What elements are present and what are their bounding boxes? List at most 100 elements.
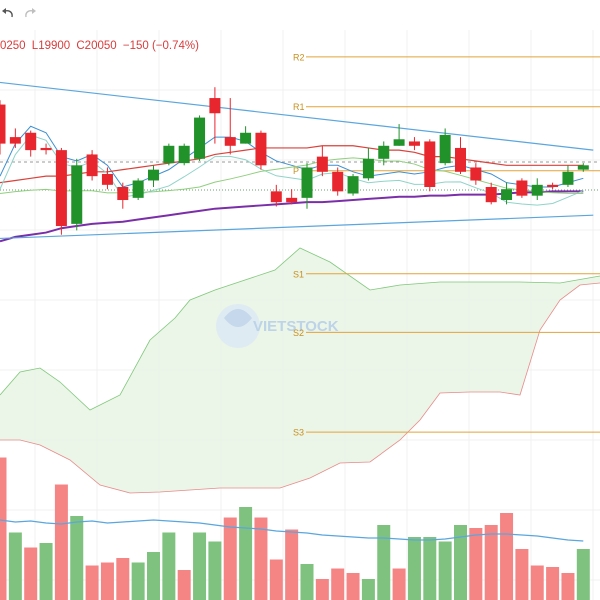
volume-bar [377,525,391,600]
candle-body [547,184,559,187]
volume-bar [331,568,345,600]
undo-icon[interactable] [0,6,16,22]
volume-bar [223,517,237,600]
volume-bar [576,549,590,600]
volume-bar [8,532,22,600]
trendline-upper [0,81,594,151]
candle-body [455,147,466,172]
volume-bar [285,529,299,600]
volume-bar [208,541,222,600]
candle-body [209,98,221,114]
volume-bar [131,562,145,600]
volume-bar [116,558,130,600]
cloud-fill [0,248,600,493]
volume-bar [438,541,452,600]
volume-bar [392,568,406,600]
ohlc-legend: 0250 L19900 C20050 −150 (−0.74%) [0,40,199,52]
candle-body [393,139,405,146]
watermark-logo-mark [224,309,252,327]
candle-body [101,173,113,185]
volume-bar [85,565,99,600]
candle-body [378,145,390,159]
pivot-label-r1: R1 [293,102,305,112]
pivot-lines: R2 R1 P S1 S2 S3 [0,52,600,438]
volume-bar [315,579,329,600]
candle-body [424,141,436,187]
candle-body [439,134,451,164]
pivot-label-s1: S1 [293,269,304,279]
candle-body [501,189,513,201]
candle-body [408,141,420,146]
legend-high: 0250 [0,40,26,52]
volume-bar [254,517,268,600]
toolbar [0,2,60,28]
candle-body [55,150,67,227]
cloud-line-green [0,247,600,411]
candle-body [470,167,482,181]
candle-body [9,137,21,144]
candles [0,87,589,235]
volume-bar [24,547,38,600]
volume-bar [361,579,375,600]
candle-body [148,169,159,181]
candle-body [86,154,98,177]
candle-body [270,191,282,203]
candle-body [25,132,37,151]
vietstock-watermark: VIETSTOCK [216,304,339,348]
volume-bar [162,532,176,600]
volume-bar [239,507,253,600]
candle-body [224,137,236,146]
pivot-label-s2: S2 [293,328,304,338]
volume-bar [269,559,283,600]
volume-average-line [0,519,584,542]
volume-bar [70,516,84,600]
volume-bar [469,528,483,600]
legend-change: −150 (−0.74%) [122,40,199,52]
candle-body [301,167,313,198]
candle-body [347,176,359,194]
candle-body [485,187,497,203]
candle-body [332,171,344,192]
candle-body [194,117,206,159]
volume-bar [346,573,360,600]
candle-body [132,180,144,198]
candle-body [255,132,267,166]
candle-body [163,145,175,164]
candle-body [577,165,589,170]
redo-icon[interactable] [22,6,38,22]
candle-body [240,132,252,144]
candle-body [531,184,543,196]
volume-bar [546,567,560,600]
ichimoku-cloud [0,247,600,494]
ma-line-green [0,157,584,195]
candle-body [316,156,328,172]
volume-bar [515,549,529,600]
candle-body [117,187,129,201]
candle-body [286,197,298,203]
volume-bar [39,543,53,600]
volume-bar [561,573,575,600]
volume-bar [530,565,544,600]
volume-bar [500,513,514,600]
trendline-lower [0,214,594,240]
volume-bar [407,537,421,600]
volume-bar [484,525,498,600]
legend-low: L19900 [31,40,71,52]
legend-close: C20050 [76,40,117,52]
candle-body [516,180,528,196]
volume-bar [177,570,191,600]
volume-bar [54,484,68,600]
volume-bars [0,457,590,600]
candle-body [40,147,52,151]
candle-body [0,104,6,144]
volume-bar [193,532,207,600]
volume-bar [147,552,160,600]
pivot-label-s3: S3 [293,428,304,438]
cloud-line-red [0,282,600,494]
pivot-label-p: P [293,166,299,176]
pivot-label-r2: R2 [293,52,305,62]
volume-bar [454,525,467,600]
candle-body [362,158,374,179]
